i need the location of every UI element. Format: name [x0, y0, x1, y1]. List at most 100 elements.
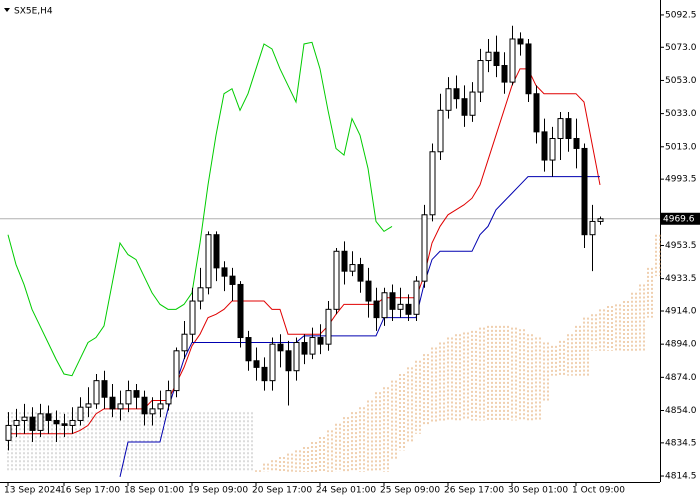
candle-body — [301, 342, 308, 355]
candle-body — [141, 396, 148, 415]
indicator-line — [7, 41, 393, 377]
candle-body — [277, 343, 284, 352]
candle-body — [501, 65, 508, 83]
candle-body — [333, 250, 340, 310]
candle-body — [365, 280, 372, 302]
y-tick-label: 4874.0 — [665, 373, 697, 383]
candle-body — [573, 137, 580, 149]
candle-body — [325, 308, 332, 345]
indicator-line — [119, 176, 600, 477]
candle-body — [477, 60, 484, 93]
candle-body — [69, 419, 76, 426]
candle-body — [245, 337, 252, 362]
candle-body — [45, 413, 52, 421]
candle-body — [21, 416, 28, 421]
candle-body — [493, 51, 500, 67]
candle-body — [93, 380, 100, 405]
candle-body — [597, 218, 604, 222]
candle-body — [533, 93, 540, 133]
y-tick-label: 5053.0 — [665, 76, 697, 86]
candle-body — [125, 390, 132, 405]
candle-body — [541, 131, 548, 161]
y-tick-label: 4814.5 — [665, 472, 697, 482]
candle-body — [413, 280, 420, 315]
indicator-line — [8, 68, 601, 435]
candle-body — [285, 350, 292, 372]
candle-body — [133, 390, 140, 398]
x-tick-label: 26 Sep 17:00 — [444, 486, 504, 496]
candle-body — [13, 419, 20, 426]
candle-body — [341, 250, 348, 272]
candle-body — [253, 360, 260, 368]
candle-body — [261, 366, 268, 382]
y-tick-label: 4914.0 — [665, 306, 697, 316]
y-tick-label: 4834.5 — [665, 438, 697, 448]
y-tick-label: 5073.0 — [665, 43, 697, 53]
candle-body — [349, 264, 356, 272]
x-tick-label: 19 Sep 09:00 — [188, 486, 248, 496]
y-tick-label: 4953.5 — [665, 241, 697, 251]
candle-body — [269, 343, 276, 382]
x-tick-label: 1 Oct 09:00 — [572, 486, 625, 496]
title-icon — [4, 8, 10, 12]
candle-body — [445, 88, 452, 111]
candle-body — [517, 38, 524, 45]
candle-body — [565, 118, 572, 139]
candle-body — [589, 220, 596, 236]
candle-body — [525, 43, 532, 95]
candle-body — [101, 380, 108, 398]
candle-body — [109, 396, 116, 410]
x-tick-label: 30 Sep 01:00 — [508, 486, 568, 496]
candle-body — [77, 406, 84, 421]
candle-body — [149, 408, 156, 415]
candle-body — [165, 390, 172, 405]
y-tick-label: 4933.5 — [665, 274, 697, 284]
candle-body — [53, 419, 60, 425]
candle-body — [389, 292, 396, 310]
y-tick-label: 4894.0 — [665, 340, 697, 350]
x-tick-label: 18 Sep 01:00 — [124, 486, 184, 496]
candle-body — [485, 51, 492, 62]
y-tick-label: 5013.0 — [665, 142, 697, 152]
candle-body — [213, 234, 220, 269]
x-tick-label: 16 Sep 17:00 — [60, 486, 120, 496]
candle-body — [429, 151, 436, 216]
candle-body — [461, 98, 468, 116]
candle-body — [197, 287, 204, 302]
candle-body — [237, 283, 244, 339]
candle-body — [397, 303, 404, 310]
candle-body — [173, 350, 180, 392]
x-tick-label: 25 Sep 09:00 — [380, 486, 440, 496]
y-tick-label: 4854.0 — [665, 406, 697, 416]
candle-body — [189, 300, 196, 335]
candle-body — [181, 333, 188, 352]
candle-body — [221, 267, 228, 277]
candle-body — [85, 403, 92, 408]
candle-body — [5, 424, 12, 441]
x-tick-label: 20 Sep 17:00 — [252, 486, 312, 496]
candle-body — [29, 416, 36, 431]
y-tick-label: 5092.5 — [665, 10, 697, 20]
y-tick-label: 5033.0 — [665, 109, 697, 119]
x-tick-label: 13 Sep 2024 — [4, 486, 61, 496]
candle-body — [229, 275, 236, 285]
chart-title: SX5E,H4 — [14, 7, 53, 17]
candle-body — [381, 292, 388, 319]
price-label: 4969.6 — [663, 214, 695, 224]
candle-body — [293, 342, 300, 372]
candle-body — [357, 264, 364, 282]
candle-body — [205, 234, 212, 289]
candle-body — [309, 337, 316, 355]
candle-body — [421, 214, 428, 282]
candle-body — [37, 413, 44, 431]
candle-body — [469, 91, 476, 116]
x-tick-label: 24 Sep 01:00 — [316, 486, 376, 496]
candle-body — [373, 300, 380, 319]
candle-body — [405, 303, 412, 315]
candle-body — [437, 109, 444, 153]
candle-body — [61, 423, 68, 426]
candle-body — [157, 403, 164, 410]
candle-body — [557, 118, 564, 139]
